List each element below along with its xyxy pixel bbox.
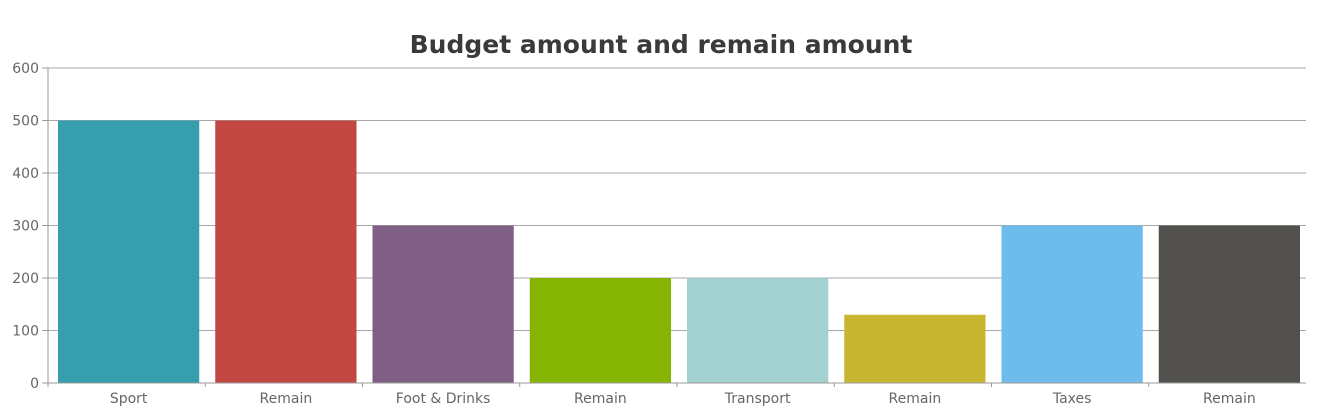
- bar-1[interactable]: [215, 120, 357, 384]
- x-category-label: Remain: [1203, 391, 1256, 407]
- x-category-label: Sport: [110, 391, 148, 407]
- bar-2[interactable]: [372, 225, 514, 384]
- y-tick-label: 200: [12, 271, 39, 287]
- bar-7[interactable]: [1158, 225, 1300, 384]
- x-category-label: Remain: [260, 391, 313, 407]
- y-axis-ticks: 0 100 200 300 400 500 600: [12, 61, 48, 392]
- bar-4[interactable]: [687, 278, 829, 383]
- x-category-label: Remain: [889, 391, 942, 407]
- y-tick-label: 400: [12, 166, 39, 182]
- bar-3[interactable]: [529, 278, 671, 383]
- y-tick-label: 0: [30, 376, 39, 392]
- x-axis-labels: Sport Remain Foot & Drinks Remain Transport R…: [47, 383, 1256, 407]
- y-tick-label: 100: [12, 324, 39, 340]
- x-category-label: Transport: [724, 391, 791, 407]
- y-tick-label: 600: [12, 61, 39, 77]
- bars: [58, 120, 1300, 384]
- chart-title: Budget amount and remain amount: [410, 30, 913, 59]
- y-tick-label: 500: [12, 114, 39, 130]
- x-category-label: Foot & Drinks: [396, 391, 491, 407]
- bar-5[interactable]: [844, 314, 986, 383]
- x-category-label: Taxes: [1052, 391, 1092, 407]
- bar-0[interactable]: [58, 120, 200, 384]
- y-tick-label: 300: [12, 219, 39, 235]
- bar-6[interactable]: [1001, 225, 1143, 384]
- x-category-label: Remain: [574, 391, 627, 407]
